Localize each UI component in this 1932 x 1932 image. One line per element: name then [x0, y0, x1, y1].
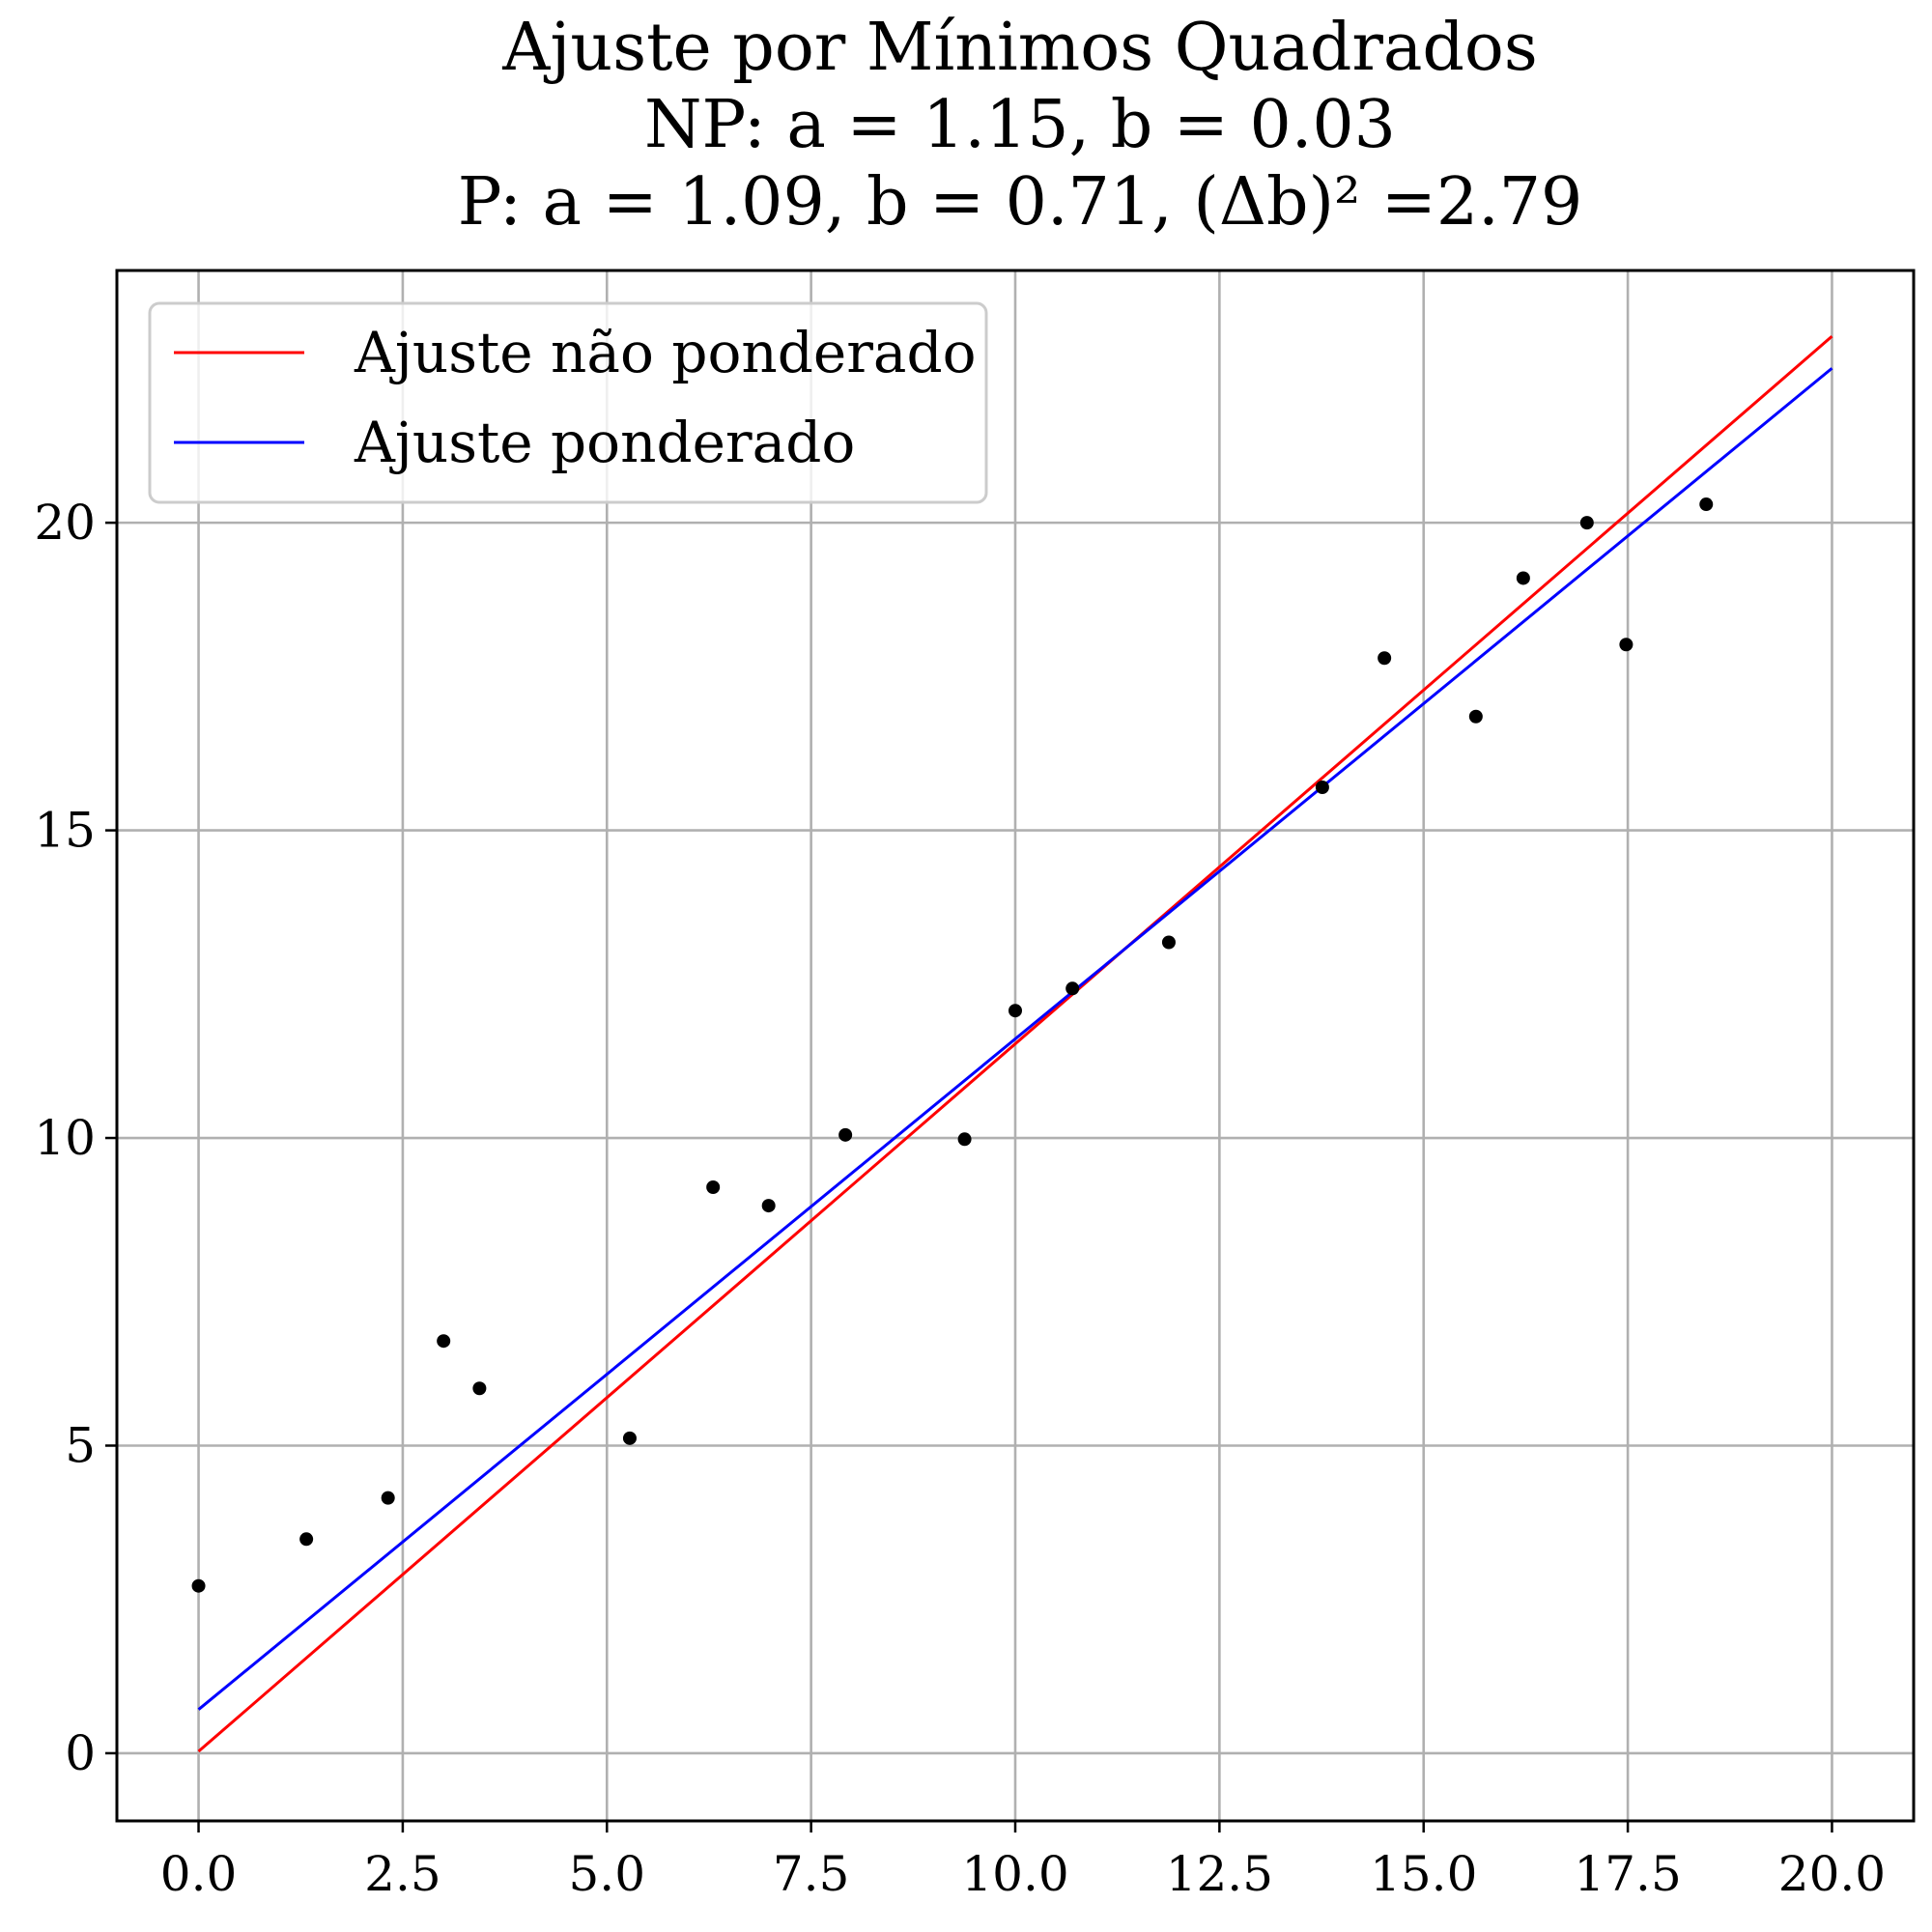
y-tick-label: 5: [65, 1417, 96, 1473]
y-tick-label: 15: [34, 803, 96, 859]
x-tick-label: 12.5: [1166, 1846, 1273, 1902]
x-tick-label: 10.0: [961, 1846, 1068, 1902]
data-point: [437, 1334, 451, 1349]
data-point: [299, 1532, 314, 1547]
title-line-3: P: a = 1.09, b = 0.71, (Δb)² =2.79: [458, 164, 1583, 241]
axis-ticks: [105, 521, 1833, 1833]
chart-title: Ajuste por Mínimos Quadrados NP: a = 1.1…: [458, 10, 1583, 241]
data-point: [1315, 781, 1329, 794]
y-tick-label: 10: [34, 1110, 96, 1166]
legend: Ajuste não ponderado Ajuste ponderado: [148, 301, 988, 504]
x-tick-label: 15.0: [1370, 1846, 1477, 1902]
data-point: [472, 1381, 487, 1396]
x-tick-label: 7.5: [773, 1846, 850, 1902]
data-point: [706, 1179, 721, 1194]
legend-label-unweighted: Ajuste não ponderado: [354, 320, 977, 385]
title-line-2: NP: a = 1.15, b = 0.03: [644, 87, 1396, 163]
data-point: [1065, 981, 1080, 996]
data-point: [1579, 516, 1594, 530]
data-point: [1378, 651, 1392, 666]
legend-box: [148, 301, 988, 504]
data-point: [1619, 638, 1634, 652]
x-tick-label: 0.0: [160, 1846, 238, 1902]
fit-line-weighted: [197, 367, 1833, 1711]
x-tick-label: 20.0: [1778, 1846, 1886, 1902]
title-line-1: Ajuste por Mínimos Quadrados: [501, 10, 1538, 86]
data-point: [381, 1491, 395, 1505]
plot-frame: [115, 269, 1916, 1823]
y-tick-label: 0: [65, 1725, 96, 1781]
data-point: [191, 1578, 206, 1593]
data-point: [838, 1127, 853, 1142]
x-tick-label: 2.5: [364, 1846, 441, 1902]
data-point: [1009, 1004, 1022, 1018]
tick-labels: 0.0 2.5 5.0 7.5 10.0 12.5 15.0 17.5 20.0 0 5 10 15 20: [34, 495, 1886, 1902]
data-point: [761, 1199, 776, 1213]
data-points: [191, 497, 1714, 1593]
legend-label-weighted: Ajuste ponderado: [354, 410, 855, 475]
data-point: [622, 1431, 637, 1445]
data-point: [1516, 571, 1530, 585]
fit-line-unweighted: [197, 335, 1833, 1753]
fit-lines: [197, 335, 1833, 1753]
x-tick-label: 5.0: [569, 1846, 646, 1902]
data-point: [957, 1132, 972, 1147]
data-point: [1699, 497, 1714, 512]
data-point: [1161, 935, 1176, 950]
data-point: [1468, 709, 1483, 724]
y-tick-label: 20: [34, 495, 96, 551]
x-tick-label: 17.5: [1574, 1846, 1681, 1902]
